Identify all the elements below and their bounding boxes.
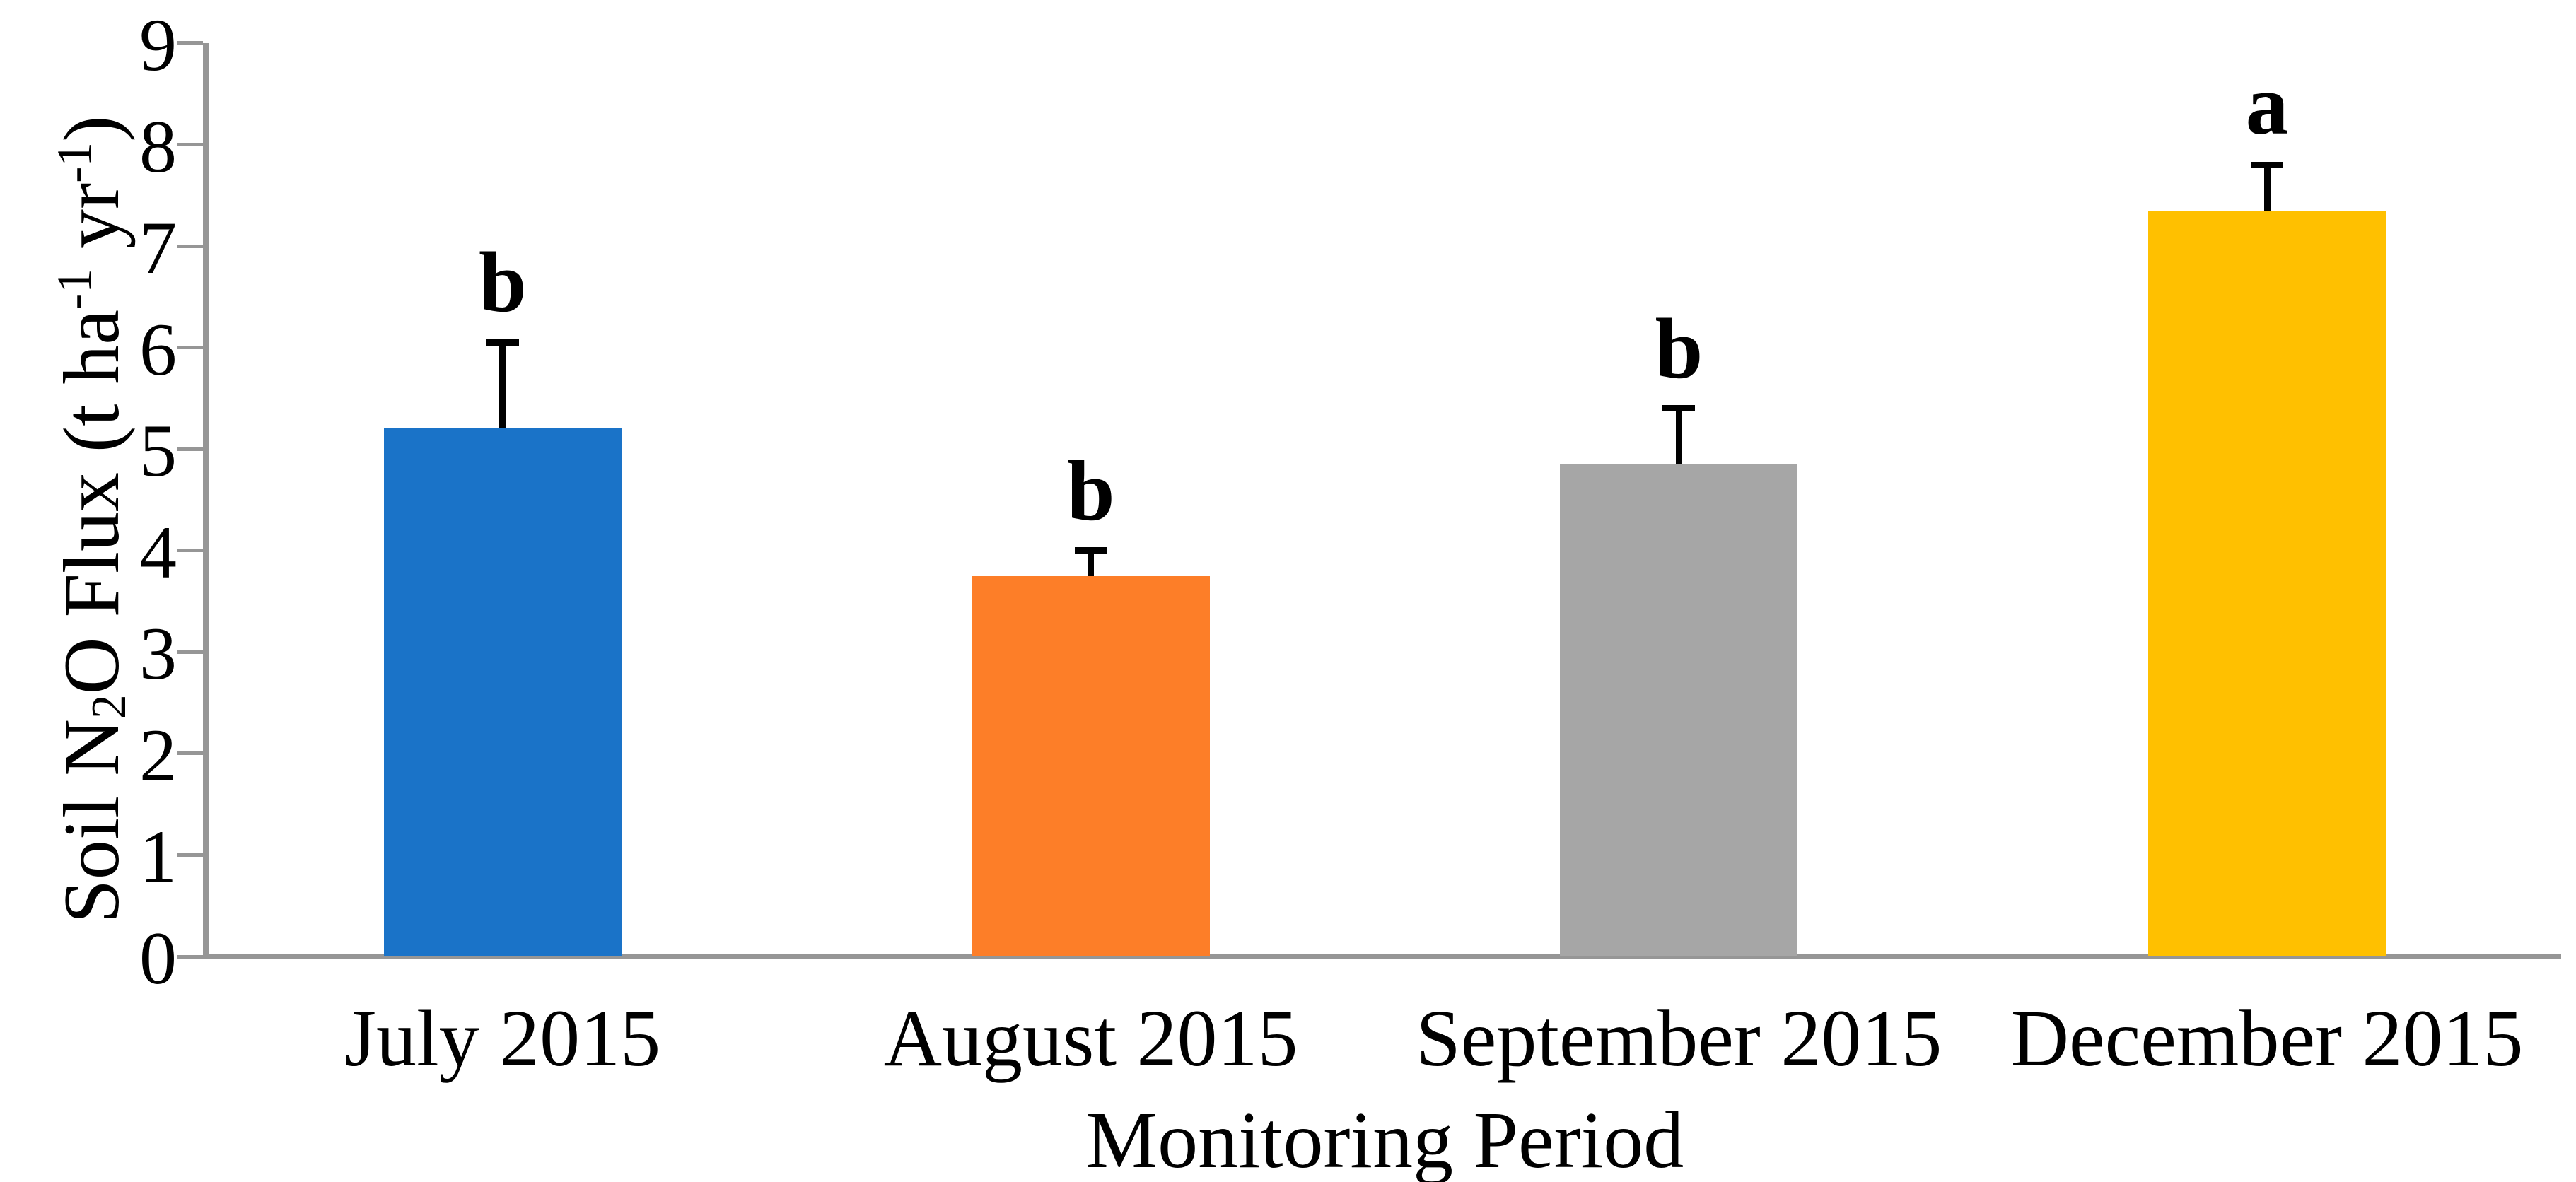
x-tick-label: July 2015 bbox=[344, 993, 661, 1083]
significance-letter: b bbox=[478, 235, 527, 331]
y-tick-label: 9 bbox=[139, 3, 177, 86]
bar-december-2015 bbox=[2148, 210, 2386, 956]
y-tick-mark bbox=[177, 954, 203, 959]
significance-letter: b bbox=[1066, 443, 1115, 539]
bar-july-2015 bbox=[383, 428, 622, 956]
y-tick-label: 3 bbox=[139, 612, 177, 696]
x-tick-label: August 2015 bbox=[883, 993, 1298, 1083]
significance-letter: a bbox=[2245, 57, 2289, 153]
y-tick-mark bbox=[177, 447, 203, 451]
y-axis-line bbox=[203, 43, 209, 959]
y-tick-label: 8 bbox=[139, 105, 177, 188]
y-tick-mark bbox=[177, 346, 203, 350]
y-tick-mark bbox=[177, 143, 203, 147]
error-bar-line bbox=[1088, 550, 1095, 576]
bar-september-2015 bbox=[1560, 464, 1798, 956]
y-tick-mark bbox=[177, 650, 203, 654]
y-axis-title-segment: 2 bbox=[82, 694, 137, 720]
error-bar-line bbox=[2263, 165, 2271, 211]
y-tick-label: 2 bbox=[139, 713, 177, 797]
x-axis-title: Monitoring Period bbox=[1085, 1095, 1684, 1182]
bar-august-2015 bbox=[972, 575, 1210, 956]
y-tick-label: 0 bbox=[139, 917, 177, 1000]
y-tick-mark bbox=[177, 41, 203, 45]
y-tick-label: 4 bbox=[139, 510, 177, 594]
y-tick-label: 7 bbox=[139, 206, 177, 290]
y-tick-mark bbox=[177, 244, 203, 248]
error-bar-line bbox=[1675, 408, 1682, 464]
y-tick-label: 5 bbox=[139, 409, 177, 493]
error-bar-line bbox=[499, 342, 506, 429]
error-bar-cap bbox=[1074, 547, 1107, 554]
x-tick-label: December 2015 bbox=[2010, 993, 2524, 1083]
y-tick-mark bbox=[177, 751, 203, 756]
error-bar-cap bbox=[2251, 161, 2284, 168]
y-tick-mark bbox=[177, 549, 203, 553]
error-bar-cap bbox=[486, 339, 519, 346]
y-tick-label: 6 bbox=[139, 308, 177, 391]
significance-letter: b bbox=[1655, 300, 1703, 397]
x-axis-line bbox=[203, 954, 2561, 959]
y-tick-label: 1 bbox=[139, 815, 177, 899]
error-bar-cap bbox=[1662, 405, 1696, 412]
x-tick-label: September 2015 bbox=[1416, 993, 1942, 1083]
y-tick-mark bbox=[177, 853, 203, 857]
